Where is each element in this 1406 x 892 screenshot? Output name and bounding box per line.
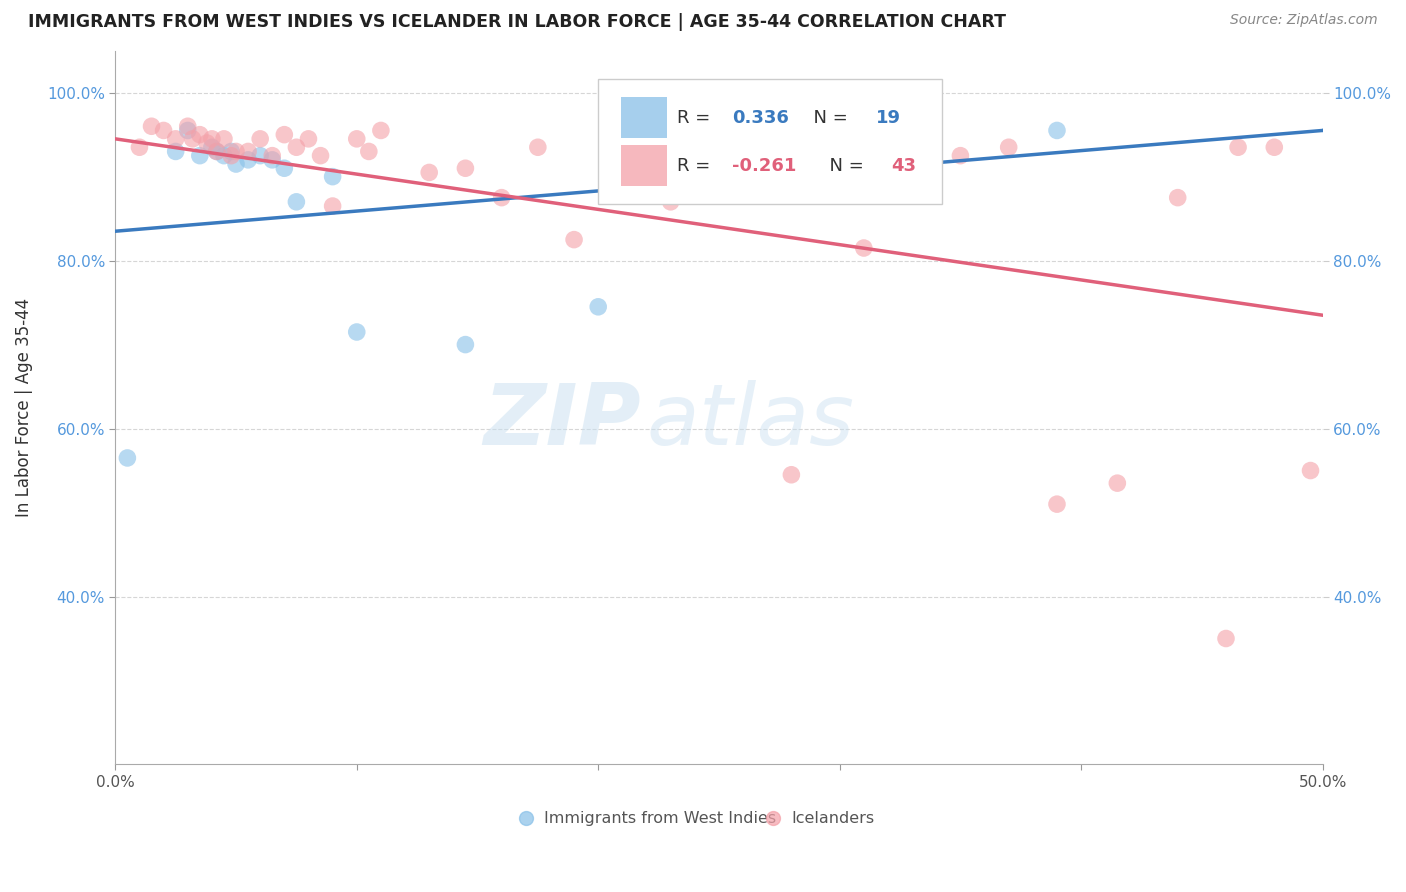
Point [236,145,259,159]
Point [128,140,150,154]
Point [195,136,218,150]
Point [491,191,513,205]
Point [852,241,875,255]
Point [285,194,308,209]
Point [285,140,308,154]
Point [152,123,174,137]
Text: N =: N = [818,157,869,175]
Point [454,161,477,176]
Point [177,120,200,134]
Point [322,169,344,184]
Point [1046,497,1069,511]
FancyBboxPatch shape [621,145,666,186]
Point [262,153,284,167]
Point [219,148,242,162]
Point [309,148,332,162]
Point [357,145,380,159]
Point [188,128,211,142]
Point [188,148,211,162]
Point [225,145,247,159]
Point [997,140,1019,154]
Text: R =: R = [676,109,716,127]
Text: 43: 43 [891,157,917,175]
Point [1215,632,1237,646]
Point [262,148,284,162]
Text: IMMIGRANTS FROM WEST INDIES VS ICELANDER IN LABOR FORCE | AGE 35-44 CORRELATION : IMMIGRANTS FROM WEST INDIES VS ICELANDER… [28,13,1007,31]
Point [212,132,235,146]
Point [346,132,368,146]
FancyBboxPatch shape [621,97,666,138]
Point [696,140,718,154]
Point [205,145,228,159]
Text: Immigrants from West Indies: Immigrants from West Indies [544,811,776,825]
Text: N =: N = [803,109,853,127]
Text: 0.336: 0.336 [733,109,789,127]
Point [949,148,972,162]
Point [780,467,803,482]
Text: atlas: atlas [647,380,855,463]
Point [177,123,200,137]
Text: Source: ZipAtlas.com: Source: ZipAtlas.com [1230,13,1378,28]
Point [370,123,392,137]
Point [346,325,368,339]
FancyBboxPatch shape [598,79,942,204]
Point [322,199,344,213]
Point [249,132,271,146]
Point [201,132,224,146]
Text: 19: 19 [876,109,901,127]
Point [273,161,295,176]
Point [1107,476,1129,491]
Point [1299,464,1322,478]
Point [1167,191,1189,205]
Point [1263,140,1285,154]
Point [418,165,440,179]
Point [562,233,585,247]
Point [219,145,242,159]
Point [205,145,228,159]
Y-axis label: In Labor Force | Age 35-44: In Labor Force | Age 35-44 [15,298,32,517]
Point [527,140,550,154]
Point [165,132,187,146]
Point [586,300,609,314]
Point [141,120,163,134]
Point [165,145,187,159]
Point [659,194,682,209]
Point [454,337,477,351]
Text: -0.261: -0.261 [733,157,797,175]
Point [236,153,259,167]
Point [273,128,295,142]
Point [612,140,634,154]
Point [225,157,247,171]
Text: Icelanders: Icelanders [792,811,875,825]
Point [297,132,319,146]
Point [249,148,271,162]
Text: R =: R = [676,157,716,175]
Point [1046,123,1069,137]
Point [212,148,235,162]
Text: ZIP: ZIP [482,380,641,463]
Point [201,140,224,154]
Point [1227,140,1250,154]
Point [117,450,139,465]
Point [181,132,204,146]
